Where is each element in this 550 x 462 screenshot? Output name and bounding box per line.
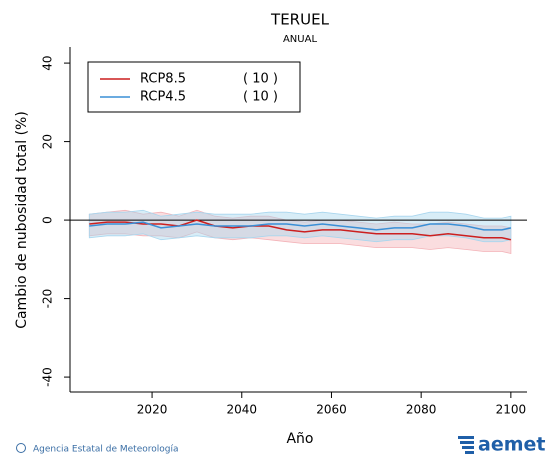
legend-count: ( 10 ) bbox=[243, 72, 278, 87]
x-tick-label: 2020 bbox=[137, 403, 168, 417]
series-line bbox=[89, 221, 512, 231]
y-tick-label: -20 bbox=[41, 289, 55, 309]
chart-subtitle: ANUAL bbox=[283, 34, 317, 45]
x-tick-label: 2100 bbox=[496, 403, 527, 417]
y-tick-label: -40 bbox=[41, 367, 55, 387]
legend-box bbox=[87, 61, 301, 113]
logo-text: aemet bbox=[478, 434, 545, 456]
chart-title: TERUEL bbox=[270, 11, 330, 29]
y-tick-label: 40 bbox=[41, 55, 55, 70]
x-tick-label: 2080 bbox=[406, 403, 437, 417]
y-axis-label: Cambio de nubosidad total (%) bbox=[14, 111, 30, 329]
x-axis-label: Año bbox=[286, 431, 313, 447]
series-line bbox=[89, 219, 512, 241]
legend-label: RCP8.5 bbox=[140, 72, 186, 87]
logo-icon bbox=[458, 436, 474, 454]
footer-credit: Agencia Estatal de Meteorología bbox=[33, 445, 179, 455]
copyright-icon bbox=[16, 443, 26, 453]
x-tick-label: 2060 bbox=[316, 403, 347, 417]
y-tick-label: 0 bbox=[41, 216, 55, 224]
y-tick-label: 20 bbox=[41, 134, 55, 149]
legend-label: RCP4.5 bbox=[140, 90, 186, 105]
legend-count: ( 10 ) bbox=[243, 90, 278, 105]
x-tick-label: 2040 bbox=[226, 403, 257, 417]
